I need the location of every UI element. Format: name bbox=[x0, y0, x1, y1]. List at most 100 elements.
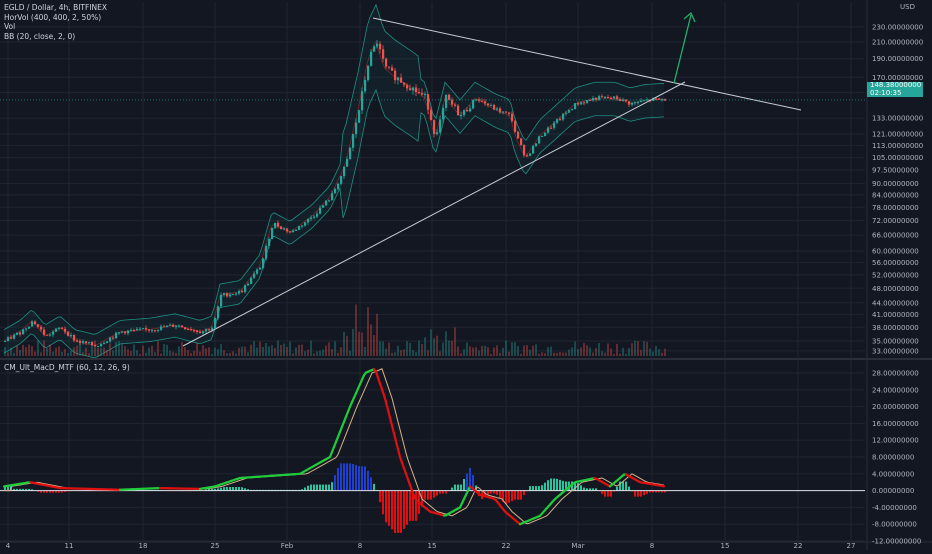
macd-hist-bar bbox=[457, 485, 459, 491]
candle-body bbox=[514, 121, 516, 132]
volume-bar bbox=[637, 341, 639, 356]
candle-body bbox=[448, 95, 450, 100]
candle-body bbox=[16, 333, 18, 335]
candle-body bbox=[544, 133, 546, 136]
macd-hist-bar bbox=[340, 463, 342, 490]
volume-bar bbox=[142, 346, 144, 356]
candle-body bbox=[313, 217, 315, 218]
volume-bar bbox=[151, 346, 153, 356]
macd-hist-bar bbox=[379, 491, 381, 503]
macd-hist-bar bbox=[238, 487, 240, 491]
volume-bar bbox=[229, 353, 231, 356]
candle-body bbox=[295, 230, 297, 231]
candle-body bbox=[610, 98, 612, 99]
volume-bar bbox=[574, 342, 576, 356]
volume-bar bbox=[175, 353, 177, 356]
macd-tick-label: -8.00000000 bbox=[872, 521, 917, 529]
volume-bar bbox=[460, 353, 462, 356]
macd-hist-bar bbox=[391, 491, 393, 530]
candle-body bbox=[67, 332, 69, 336]
macd-hist-bar bbox=[388, 491, 390, 526]
candle-body bbox=[118, 332, 120, 333]
candle-body bbox=[628, 101, 630, 104]
macd-hist-bar bbox=[532, 486, 534, 491]
candle-body bbox=[85, 341, 87, 343]
candle-body bbox=[433, 120, 435, 134]
macd-hist-bar bbox=[604, 491, 606, 497]
volume-bar bbox=[499, 353, 501, 356]
volume-bar bbox=[52, 352, 54, 356]
volume-bar bbox=[493, 348, 495, 356]
candle-body bbox=[31, 321, 33, 326]
volume-bar bbox=[148, 348, 150, 356]
candle-body bbox=[199, 332, 201, 333]
candle-body bbox=[547, 128, 549, 133]
candle-body bbox=[529, 154, 531, 156]
candle-body bbox=[340, 176, 342, 184]
volume-bar bbox=[610, 348, 612, 356]
candle-body bbox=[7, 337, 9, 341]
candle-body bbox=[520, 138, 522, 144]
candle-body bbox=[220, 295, 222, 307]
y-tick-label: 56.00000000 bbox=[872, 259, 919, 267]
volume-bar bbox=[457, 347, 459, 356]
candle-body bbox=[409, 88, 411, 90]
candle-body bbox=[532, 146, 534, 154]
candle-body bbox=[634, 102, 636, 103]
macd-hist-bar bbox=[607, 491, 609, 497]
volume-bar bbox=[325, 346, 327, 356]
volume-bar bbox=[601, 351, 603, 356]
candle-body bbox=[331, 193, 333, 200]
candle-body bbox=[622, 100, 624, 101]
candle-body bbox=[19, 333, 21, 335]
macd-hist-bar bbox=[337, 468, 339, 491]
volume-bar bbox=[553, 353, 555, 356]
symbol-title[interactable]: EGLD / Dollar, 4h, BITFINEX bbox=[4, 3, 107, 13]
volume-bar bbox=[289, 342, 291, 356]
volume-bar bbox=[640, 350, 642, 356]
volume-bar bbox=[115, 342, 117, 356]
volume-bar bbox=[535, 344, 537, 356]
candle-body bbox=[226, 293, 228, 296]
candle-body bbox=[646, 100, 648, 101]
volume-bar bbox=[16, 346, 18, 356]
candle-body bbox=[169, 325, 171, 326]
volume-bar bbox=[301, 345, 303, 356]
volume-bar bbox=[583, 343, 585, 356]
volume-bar bbox=[121, 344, 123, 356]
macd-tick-label: -4.00000000 bbox=[872, 504, 917, 512]
candle-body bbox=[265, 246, 267, 259]
candle-body bbox=[205, 329, 207, 331]
vol-label[interactable]: Vol bbox=[4, 22, 107, 32]
macd-hist-bar bbox=[436, 491, 438, 496]
macd-hist-bar bbox=[322, 485, 324, 491]
volume-bar bbox=[100, 348, 102, 356]
macd-title[interactable]: CM_Ult_MacD_MTF (60, 12, 26, 9) bbox=[4, 363, 130, 373]
candle-body bbox=[502, 112, 504, 113]
volume-bar bbox=[31, 346, 33, 356]
volume-bar bbox=[508, 352, 510, 356]
y-tick-label: 105.00000000 bbox=[872, 154, 923, 162]
candle-body bbox=[601, 96, 603, 97]
volume-bar bbox=[79, 343, 81, 356]
candle-body bbox=[370, 52, 372, 66]
candle-body bbox=[319, 208, 321, 214]
macd-hist-bar bbox=[367, 471, 369, 491]
volume-bar bbox=[190, 353, 192, 356]
horvol-label[interactable]: HorVol (400, 400, 2, 50%) bbox=[4, 13, 107, 23]
x-tick-label: 11 bbox=[65, 542, 74, 550]
volume-bar bbox=[523, 345, 525, 356]
candle-body bbox=[250, 278, 252, 284]
volume-bar bbox=[253, 341, 255, 356]
candle-body bbox=[139, 329, 141, 330]
candle-body bbox=[253, 274, 255, 278]
macd-hist-bar bbox=[406, 491, 408, 525]
candle-body bbox=[349, 148, 351, 159]
macd-hist-bar bbox=[394, 491, 396, 533]
candle-body bbox=[481, 101, 483, 102]
candle-body bbox=[511, 114, 513, 121]
bb-label[interactable]: BB (20, close, 2, 0) bbox=[4, 32, 107, 42]
volume-bar bbox=[556, 353, 558, 356]
